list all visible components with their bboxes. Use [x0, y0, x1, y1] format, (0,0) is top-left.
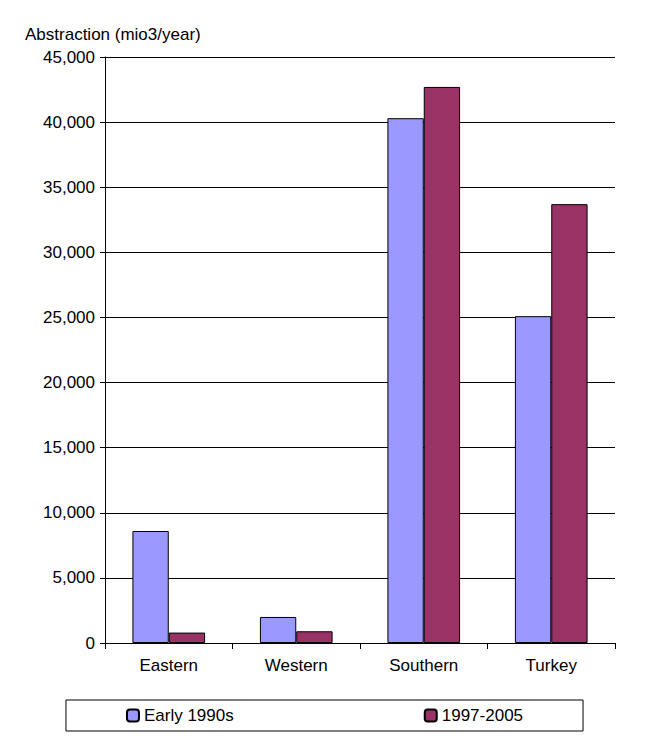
- svg-text:Western: Western: [265, 656, 328, 675]
- svg-text:10,000: 10,000: [43, 503, 95, 522]
- svg-text:20,000: 20,000: [43, 373, 95, 392]
- svg-text:25,000: 25,000: [43, 308, 95, 327]
- svg-text:Southern: Southern: [389, 656, 458, 675]
- svg-text:35,000: 35,000: [43, 178, 95, 197]
- svg-text:0: 0: [86, 634, 95, 653]
- svg-text:1997-2005: 1997-2005: [442, 706, 523, 725]
- svg-text:5,000: 5,000: [52, 568, 95, 587]
- svg-text:Early 1990s: Early 1990s: [144, 706, 234, 725]
- svg-text:45,000: 45,000: [43, 48, 95, 67]
- svg-text:Turkey: Turkey: [526, 656, 578, 675]
- svg-text:40,000: 40,000: [43, 113, 95, 132]
- svg-text:15,000: 15,000: [43, 438, 95, 457]
- svg-text:30,000: 30,000: [43, 243, 95, 262]
- svg-text:Eastern: Eastern: [139, 656, 198, 675]
- svg-text:Abstraction (mio3/year): Abstraction (mio3/year): [25, 25, 201, 44]
